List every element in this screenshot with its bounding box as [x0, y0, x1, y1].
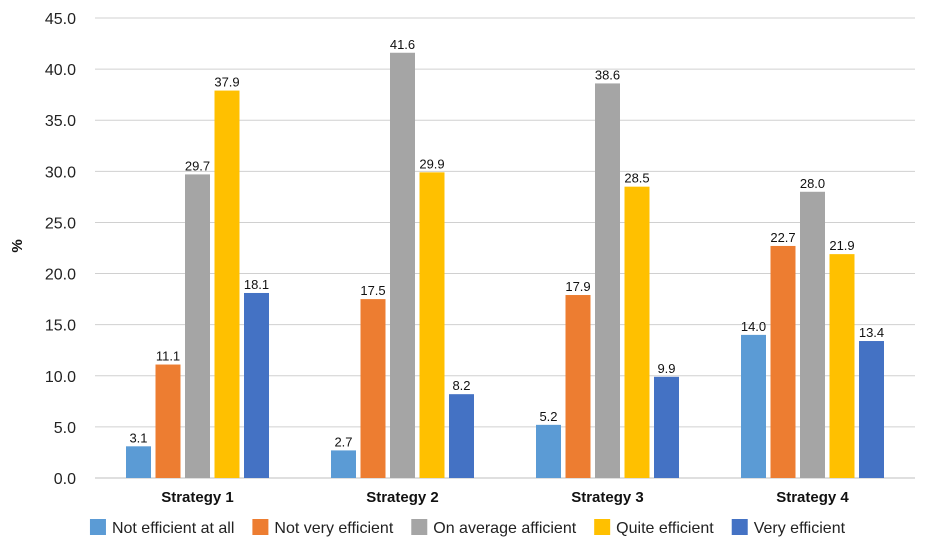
legend-swatch [731, 519, 748, 535]
data-label: 18.1 [244, 277, 269, 292]
data-label: 8.2 [452, 378, 470, 393]
data-label: 22.7 [770, 230, 795, 245]
bar [155, 364, 181, 478]
legend-label: Not efficient at all [112, 520, 234, 537]
bar [331, 450, 356, 478]
data-label: 17.9 [565, 279, 590, 294]
y-tick-label: 0.0 [54, 471, 76, 488]
legend-swatch [252, 519, 269, 535]
data-label: 29.9 [419, 156, 444, 171]
y-tick-label: 30.0 [45, 164, 76, 181]
bar [360, 299, 386, 478]
data-label: 28.5 [624, 171, 649, 186]
x-axis-categories: Strategy 1 Strategy 2 Strategy 3 Strategy 4 [161, 489, 849, 506]
data-label: 41.6 [390, 37, 415, 52]
bar [449, 394, 474, 478]
bar [244, 292, 269, 478]
data-label: 37.9 [214, 75, 239, 90]
y-axis-ticks: 0.0 5.0 10.0 15.0 20.0 25.0 30.0 35.0 40.0 45.0 [45, 11, 76, 488]
bar [800, 191, 825, 478]
data-label: 13.4 [859, 325, 884, 340]
data-label: 11.1 [156, 349, 180, 364]
data-label: 2.7 [334, 434, 352, 449]
y-tick-label: 45.0 [45, 11, 76, 28]
legend-swatch [411, 519, 428, 535]
data-labels: 3.1 11.1 29.7 37.9 18.1 2.7 17.5 41.6 29.9 8.2 5.2… [129, 37, 884, 450]
x-category-label: Strategy 1 [161, 489, 234, 506]
bar [624, 186, 650, 478]
data-label: 3.1 [129, 430, 147, 445]
bar [565, 295, 591, 478]
x-category-label: Strategy 4 [776, 489, 849, 506]
bar [595, 83, 620, 478]
bar [126, 446, 151, 478]
bar [859, 341, 884, 478]
legend-label: Quite efficient [616, 520, 714, 537]
bar [654, 376, 679, 478]
y-tick-label: 40.0 [45, 62, 76, 79]
data-label: 9.9 [657, 361, 675, 376]
bar [390, 52, 415, 478]
legend-label: Not very efficient [274, 520, 393, 537]
y-tick-label: 35.0 [45, 113, 76, 130]
bar [185, 174, 210, 478]
y-tick-label: 15.0 [45, 318, 76, 335]
data-label: 28.0 [800, 176, 825, 191]
y-axis-label: % [9, 239, 26, 252]
y-tick-label: 20.0 [45, 267, 76, 284]
bar [536, 424, 561, 478]
data-label: 17.5 [360, 283, 385, 298]
data-label: 5.2 [539, 409, 557, 424]
bar [419, 172, 445, 478]
bar [829, 254, 855, 478]
bar [770, 245, 796, 478]
legend-swatch [89, 519, 106, 535]
legend: Not efficient at all Not very efficient On… [89, 519, 846, 537]
legend-label: On average afficient [433, 520, 576, 537]
data-label: 21.9 [829, 238, 854, 253]
x-category-label: Strategy 2 [366, 489, 439, 506]
bars [126, 52, 884, 479]
data-label: 38.6 [595, 67, 620, 82]
bar [214, 90, 240, 479]
data-label: 29.7 [185, 158, 210, 173]
y-tick-label: 25.0 [45, 215, 76, 232]
legend-label: Very efficient [754, 520, 846, 537]
y-tick-label: 10.0 [45, 369, 76, 386]
data-label: 14.0 [741, 319, 766, 334]
x-category-label: Strategy 3 [571, 489, 644, 506]
bar [741, 334, 766, 478]
y-tick-label: 5.0 [54, 420, 76, 437]
legend-swatch [594, 519, 611, 535]
